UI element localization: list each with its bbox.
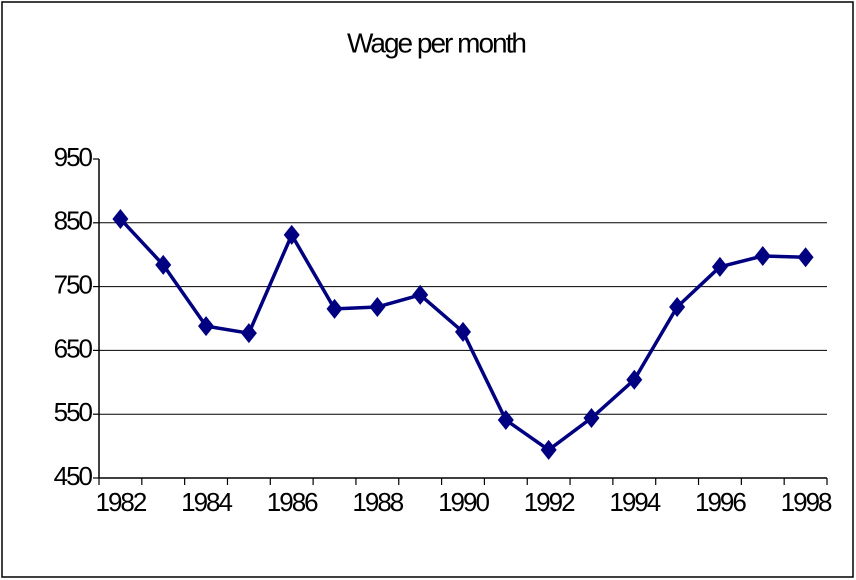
x-tick-label: 1986: [267, 487, 318, 517]
marker: [626, 369, 643, 390]
x-tick-label: 1984: [181, 487, 232, 517]
marker: [455, 321, 471, 342]
marker: [369, 297, 386, 318]
marker: [198, 316, 215, 337]
marker: [283, 224, 300, 245]
x-tick-label: 1990: [438, 487, 489, 517]
marker: [326, 298, 343, 319]
x-tick-label: 1988: [352, 487, 403, 517]
y-tick-label: 650: [54, 333, 93, 363]
marker: [540, 439, 557, 460]
y-tick-label: 850: [54, 206, 93, 236]
x-tick-label: 1992: [524, 487, 575, 517]
marker: [754, 245, 771, 266]
y-tick-label: 450: [54, 461, 93, 491]
x-tick-label: 1994: [609, 487, 660, 517]
y-tick-label: 950: [54, 142, 93, 172]
marker: [240, 323, 257, 344]
marker: [412, 284, 429, 305]
marker: [497, 409, 514, 430]
marker: [155, 254, 172, 275]
x-tick-label: 1982: [95, 487, 146, 517]
marker: [112, 208, 129, 229]
marker: [797, 247, 814, 268]
y-tick-label: 750: [54, 269, 93, 299]
x-tick-label: 1998: [781, 487, 832, 517]
chart-title: Wage per month: [347, 27, 525, 58]
x-tick-label: 1996: [695, 487, 746, 517]
marker: [669, 297, 686, 318]
y-tick-label: 550: [54, 397, 93, 427]
marker: [711, 256, 728, 277]
marker: [583, 408, 600, 429]
